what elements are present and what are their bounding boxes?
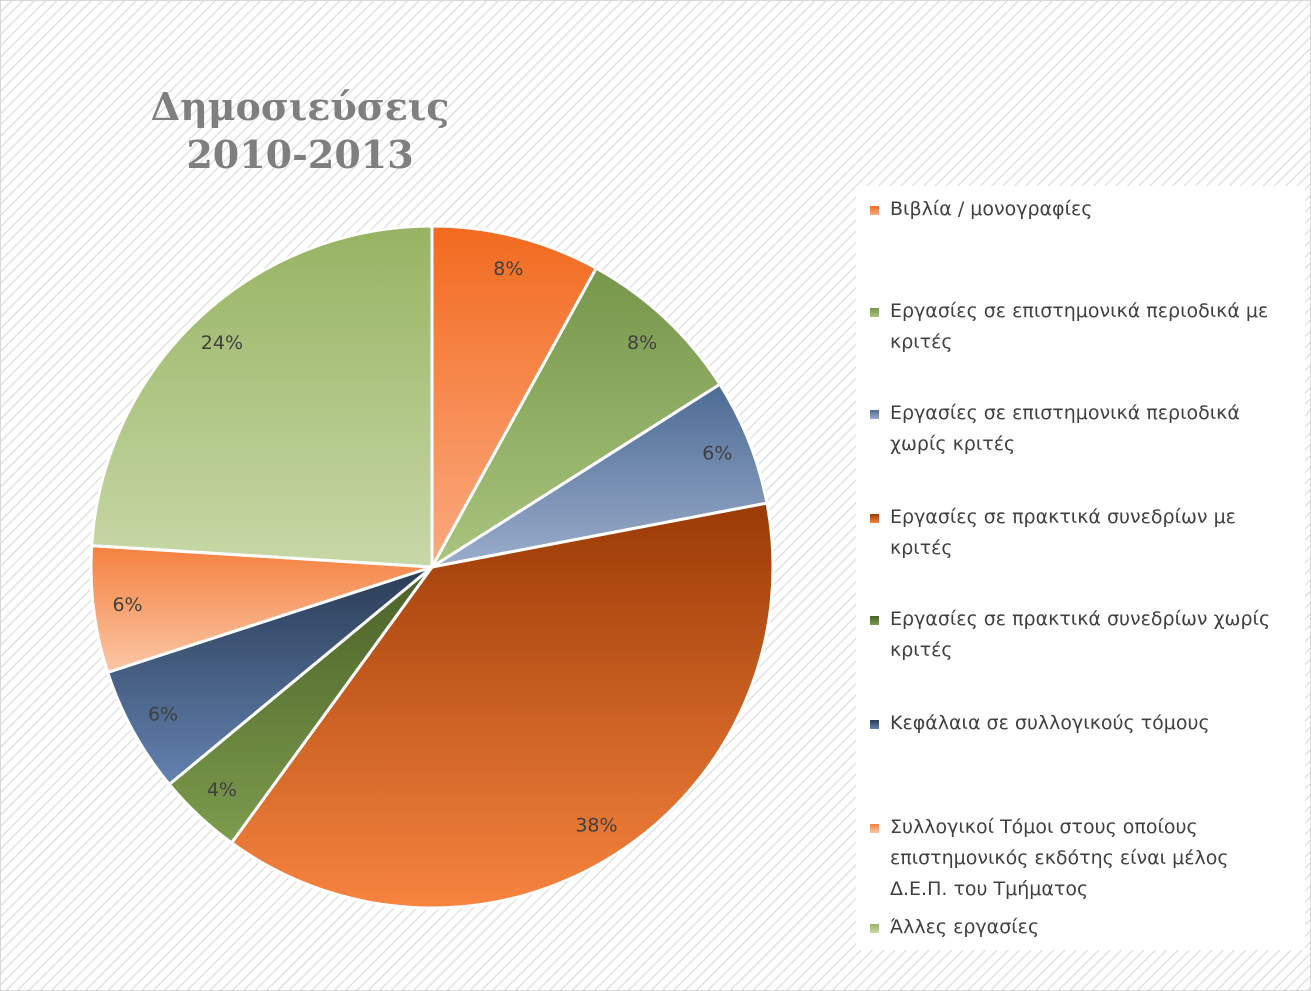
pie-slice bbox=[430, 266, 722, 569]
pie-slice bbox=[90, 224, 434, 569]
legend-label: Βιβλία / μονογραφίες bbox=[890, 198, 1093, 220]
legend-swatch bbox=[870, 514, 879, 523]
legend-swatch bbox=[870, 206, 879, 215]
data-label: 8% bbox=[493, 258, 523, 280]
data-label: 6% bbox=[112, 594, 142, 616]
legend: Βιβλία / μονογραφίες Εργασίες σε επιστημο… bbox=[856, 186, 1305, 950]
legend-item: Συλλογικοί Τόμοι στους οποίους επιστημον… bbox=[870, 812, 1290, 905]
data-label: 6% bbox=[148, 703, 178, 725]
legend-swatch bbox=[870, 410, 879, 419]
data-label: 38% bbox=[575, 815, 617, 837]
legend-swatch bbox=[870, 924, 879, 933]
legend-item: Εργασίες σε επιστημονικά περιοδικά χωρίς… bbox=[870, 398, 1290, 460]
pie-slice bbox=[430, 224, 599, 568]
legend-label: Εργασίες σε επιστημονικά περιοδικά χωρίς… bbox=[890, 402, 1240, 455]
legend-item: Εργασίες σε πρακτικά συνεδρίων χωρίς κρι… bbox=[870, 604, 1290, 666]
legend-label: Συλλογικοί Τόμοι στους οποίους επιστημον… bbox=[890, 816, 1229, 900]
legend-item: Άλλες εργασίες bbox=[870, 912, 1290, 943]
legend-item: Κεφάλαια σε συλλογικούς τόμους bbox=[870, 708, 1290, 739]
pie-slice bbox=[89, 543, 433, 675]
legend-item: Εργασίες σε πρακτικά συνεδρίων με κριτές bbox=[870, 502, 1290, 564]
pie-slice bbox=[431, 382, 769, 569]
data-label: 8% bbox=[627, 332, 657, 354]
legend-label: Εργασίες σε πρακτικά συνεδρίων με κριτές bbox=[890, 506, 1236, 559]
pie-slice bbox=[229, 501, 775, 910]
legend-swatch bbox=[870, 616, 879, 625]
legend-label: Εργασίες σε πρακτικά συνεδρίων χωρίς κρι… bbox=[890, 608, 1271, 661]
legend-item: Εργασίες σε επιστημονικά περιοδικά με κρ… bbox=[870, 296, 1290, 358]
legend-label: Κεφάλαια σε συλλογικούς τόμους bbox=[890, 712, 1210, 734]
data-label: 24% bbox=[201, 332, 243, 354]
pie-slice bbox=[105, 565, 433, 787]
legend-item: Βιβλία / μονογραφίες bbox=[870, 194, 1290, 225]
legend-swatch bbox=[870, 720, 879, 729]
chart-title: Δημοσιεύσεις 2010-2013 bbox=[151, 84, 450, 177]
legend-swatch bbox=[870, 308, 879, 317]
legend-swatch bbox=[870, 824, 879, 833]
data-label: 6% bbox=[702, 443, 732, 465]
legend-label: Άλλες εργασίες bbox=[890, 916, 1040, 938]
legend-label: Εργασίες σε επιστημονικά περιοδικά με κρ… bbox=[890, 300, 1269, 353]
data-label: 4% bbox=[207, 779, 237, 801]
